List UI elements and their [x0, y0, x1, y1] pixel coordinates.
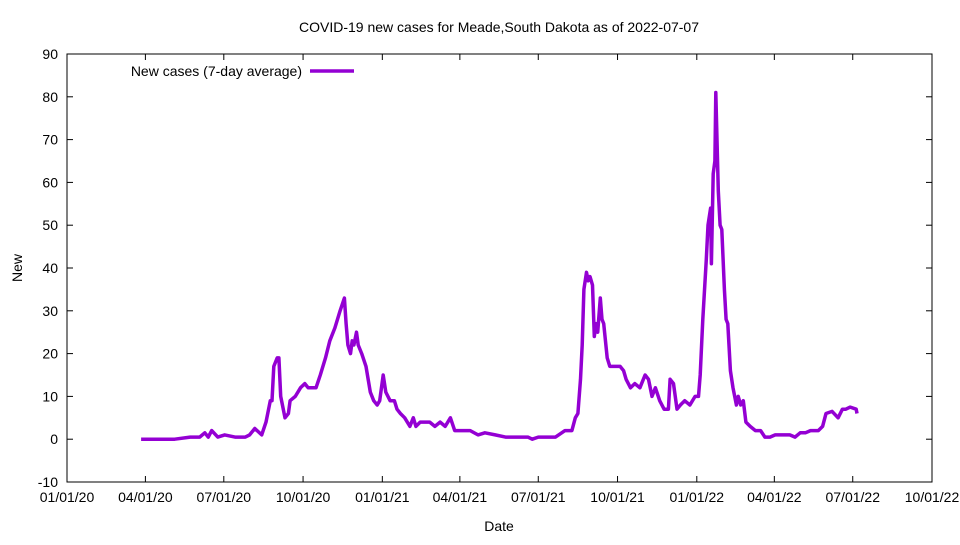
plot-frame [66, 53, 933, 483]
x-tick-label: 04/01/20 [118, 489, 173, 505]
x-tick-label: 10/01/20 [276, 489, 331, 505]
y-tick-label: 40 [42, 260, 58, 276]
x-tick-label: 07/01/22 [825, 489, 880, 505]
y-tick-label: 90 [42, 46, 58, 62]
y-tick-label: 60 [42, 174, 58, 190]
x-tick-label: 04/01/22 [747, 489, 802, 505]
legend-label: New cases (7-day average) [131, 63, 302, 79]
y-tick-label: 70 [42, 132, 58, 148]
y-tick-label: 80 [42, 89, 58, 105]
series-line-new-cases [141, 90, 859, 441]
x-tick-label: 01/01/22 [670, 489, 725, 505]
x-tick-label: 10/01/21 [590, 489, 645, 505]
y-tick-label: 30 [42, 303, 58, 319]
y-axis-label: New [9, 253, 25, 282]
y-tick-label: 50 [42, 217, 58, 233]
x-tick-label: 10/01/22 [905, 489, 960, 505]
x-tick-label: 07/01/20 [197, 489, 252, 505]
y-tick-label: 10 [42, 388, 58, 404]
y-tick-label: -10 [38, 474, 58, 490]
x-axis-label: Date [484, 518, 514, 534]
legend: New cases (7-day average) [131, 63, 354, 79]
y-tick-label: 20 [42, 346, 58, 362]
y-tick-label: 0 [50, 431, 58, 447]
x-tick-label: 04/01/21 [433, 489, 488, 505]
x-tick-label: 01/01/21 [355, 489, 410, 505]
x-tick-label: 07/01/21 [511, 489, 566, 505]
x-tick-label: 01/01/20 [40, 489, 95, 505]
chart-title: COVID-19 new cases for Meade,South Dakot… [299, 19, 699, 35]
